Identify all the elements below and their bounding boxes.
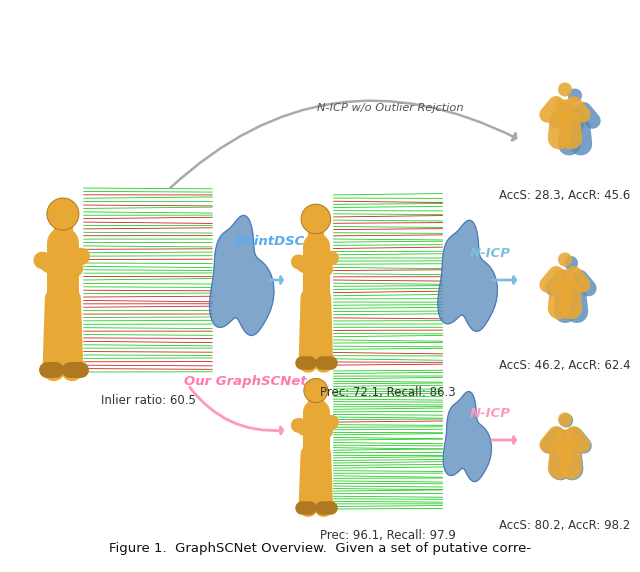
FancyBboxPatch shape [556,269,574,292]
Bar [291,365,486,515]
Circle shape [568,89,582,102]
Circle shape [301,204,331,234]
Text: N-ICP w/o Outlier Rejction: N-ICP w/o Outlier Rejction [317,103,463,113]
Text: N-ICP: N-ICP [470,407,511,420]
Text: AccS: 46.2, AccR: 62.4: AccS: 46.2, AccR: 62.4 [499,359,631,372]
Text: Prec: 72.1, Recall: 86.3: Prec: 72.1, Recall: 86.3 [320,386,456,399]
FancyBboxPatch shape [566,105,584,128]
Bar [33,180,263,380]
FancyBboxPatch shape [556,100,574,122]
Bar [291,188,486,372]
FancyBboxPatch shape [562,273,580,295]
Circle shape [47,198,79,230]
Text: Prec: 96.1, Recall: 97.9: Prec: 96.1, Recall: 97.9 [320,529,456,542]
Text: Our GraphSCNet: Our GraphSCNet [184,375,307,388]
Circle shape [564,256,578,270]
Circle shape [558,252,572,267]
Text: PointDSC: PointDSC [236,235,305,248]
Circle shape [558,412,572,427]
Polygon shape [209,215,274,336]
Polygon shape [443,391,492,482]
FancyBboxPatch shape [557,430,575,452]
Circle shape [558,82,572,97]
Text: AccS: 80.2, AccR: 98.2: AccS: 80.2, AccR: 98.2 [499,519,630,532]
Text: N-ICP: N-ICP [470,247,511,260]
Polygon shape [438,220,497,331]
FancyBboxPatch shape [556,430,574,452]
Circle shape [304,379,328,403]
Text: Inlier ratio: 60.5: Inlier ratio: 60.5 [100,394,195,407]
Text: Figure 1.  GraphSCNet Overview.  Given a set of putative corre-: Figure 1. GraphSCNet Overview. Given a s… [109,542,531,555]
Circle shape [559,414,573,427]
Text: AccS: 28.3, AccR: 45.6: AccS: 28.3, AccR: 45.6 [499,189,630,202]
